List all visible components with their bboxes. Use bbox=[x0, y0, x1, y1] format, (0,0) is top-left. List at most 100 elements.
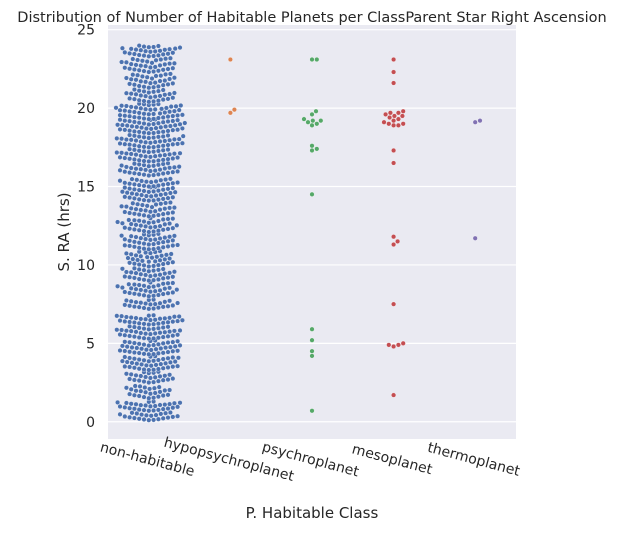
data-point bbox=[160, 51, 166, 57]
data-point bbox=[160, 114, 166, 120]
data-point bbox=[160, 281, 166, 287]
data-point bbox=[155, 378, 161, 384]
data-point bbox=[152, 317, 158, 323]
data-point bbox=[155, 197, 161, 203]
data-point bbox=[153, 193, 159, 199]
data-point bbox=[158, 57, 164, 62]
data-point bbox=[314, 57, 320, 62]
data-point bbox=[162, 221, 168, 227]
data-point bbox=[151, 367, 157, 373]
data-point bbox=[309, 143, 315, 149]
data-point bbox=[309, 57, 315, 62]
data-point bbox=[122, 225, 128, 231]
data-point bbox=[157, 402, 163, 408]
data-point bbox=[170, 50, 176, 56]
data-point bbox=[165, 147, 171, 153]
data-point bbox=[162, 235, 168, 241]
data-point bbox=[131, 82, 137, 88]
data-point bbox=[127, 376, 133, 382]
data-point bbox=[309, 111, 315, 117]
data-point bbox=[170, 225, 176, 231]
data-point bbox=[139, 412, 145, 418]
data-point bbox=[151, 197, 157, 203]
data-point bbox=[136, 320, 142, 326]
data-point bbox=[171, 233, 177, 239]
data-point bbox=[141, 335, 147, 341]
data-point bbox=[176, 164, 182, 170]
data-point bbox=[136, 262, 142, 268]
data-point bbox=[176, 314, 182, 319]
data-point bbox=[117, 112, 123, 118]
data-point bbox=[136, 416, 142, 422]
data-point bbox=[117, 141, 123, 146]
data-point bbox=[131, 282, 137, 288]
data-point bbox=[131, 67, 137, 72]
data-point bbox=[162, 138, 168, 144]
data-point bbox=[115, 122, 121, 128]
data-point bbox=[119, 150, 125, 156]
data-point bbox=[167, 401, 173, 407]
data-point bbox=[165, 160, 171, 166]
data-point bbox=[171, 90, 177, 96]
data-point bbox=[149, 204, 155, 210]
data-point bbox=[162, 271, 168, 277]
data-point bbox=[146, 198, 152, 204]
data-point bbox=[151, 326, 157, 332]
data-point bbox=[148, 179, 154, 185]
data-point bbox=[170, 237, 176, 243]
data-point bbox=[143, 126, 149, 132]
data-point bbox=[146, 284, 152, 290]
data-point bbox=[162, 256, 168, 262]
data-point bbox=[170, 290, 176, 295]
data-point bbox=[155, 212, 161, 218]
data-point bbox=[179, 317, 185, 323]
data-point bbox=[141, 246, 147, 252]
data-point bbox=[146, 264, 152, 269]
data-point bbox=[127, 170, 133, 176]
data-point bbox=[127, 355, 133, 361]
data-point bbox=[138, 105, 144, 111]
data-point bbox=[157, 167, 163, 173]
data-point bbox=[175, 363, 181, 369]
data-point bbox=[165, 280, 171, 286]
data-point bbox=[122, 185, 128, 191]
data-point bbox=[147, 273, 153, 279]
data-point bbox=[131, 392, 137, 398]
data-point bbox=[158, 345, 164, 351]
data-point bbox=[160, 143, 166, 149]
data-point bbox=[141, 416, 147, 422]
data-point bbox=[146, 144, 152, 150]
data-point bbox=[146, 336, 152, 342]
data-point bbox=[162, 78, 168, 84]
data-point bbox=[122, 332, 128, 338]
data-point bbox=[146, 259, 152, 265]
data-point bbox=[157, 78, 163, 84]
data-point bbox=[147, 224, 153, 230]
grid-lines bbox=[108, 29, 516, 423]
data-point bbox=[147, 140, 153, 146]
data-point bbox=[141, 305, 147, 311]
data-point bbox=[123, 137, 129, 143]
data-point bbox=[160, 187, 166, 193]
data-point bbox=[131, 170, 137, 176]
data-point bbox=[391, 69, 397, 75]
data-point bbox=[152, 153, 158, 159]
data-point bbox=[143, 362, 149, 368]
data-point bbox=[147, 80, 153, 86]
data-point bbox=[143, 331, 149, 337]
data-point bbox=[155, 162, 161, 168]
data-point bbox=[165, 415, 171, 421]
data-point bbox=[151, 135, 157, 141]
data-point bbox=[136, 350, 142, 356]
data-point bbox=[167, 298, 173, 304]
data-point bbox=[128, 401, 134, 407]
data-point bbox=[133, 77, 139, 83]
data-point bbox=[170, 185, 176, 191]
x-tick-label: thermoplanet bbox=[426, 440, 522, 480]
data-point bbox=[127, 132, 133, 138]
data-point bbox=[127, 50, 133, 56]
data-point bbox=[160, 261, 166, 267]
data-point bbox=[153, 362, 159, 368]
data-point bbox=[141, 121, 147, 126]
data-point bbox=[129, 123, 135, 129]
